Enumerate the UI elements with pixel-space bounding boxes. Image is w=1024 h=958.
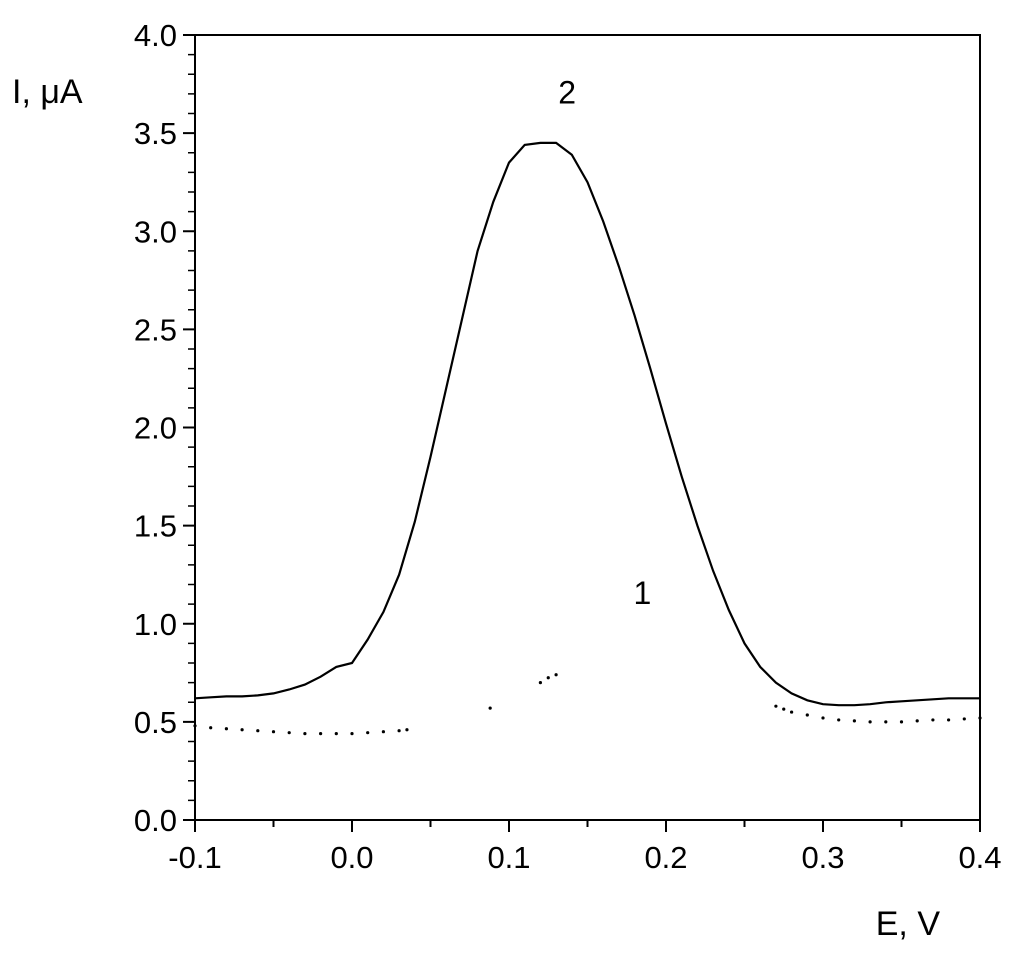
curves-layer: [193, 141, 982, 736]
curve-1-point: [381, 730, 385, 734]
curve-1-point: [366, 731, 370, 735]
curve-1-point: [868, 720, 872, 724]
curve-1-point: [931, 718, 935, 722]
y-tick-label: 2.5: [134, 312, 177, 347]
curve-1-point: [790, 710, 794, 714]
curve-1-point: [852, 719, 857, 723]
curve-labels: 21: [558, 75, 651, 611]
y-axis: 0.0 0.5 1.0 1.5 2.0 2.5 3.0 3.5 4.0: [134, 18, 195, 838]
curve-1-point: [546, 676, 550, 680]
curve-1-point: [947, 718, 951, 722]
curve-label-2: 2: [558, 75, 576, 111]
curve-1-point: [334, 732, 338, 736]
curve-1-point: [978, 716, 982, 720]
curve-1-point: [962, 717, 966, 721]
x-tick-label: 0.1: [487, 840, 530, 875]
curve-1-point: [782, 707, 786, 711]
curve-1-point: [287, 731, 291, 735]
curve-label-1: 1: [634, 575, 652, 611]
y-tick-label: 1.0: [134, 607, 177, 642]
curve-1-point: [805, 713, 809, 717]
y-tick-label: 1.5: [134, 509, 177, 544]
curve-1-point: [209, 726, 213, 730]
y-axis-label: I, μA: [12, 73, 83, 111]
y-tick-label: 3.0: [134, 214, 177, 249]
curve-1-point: [319, 732, 323, 736]
x-tick-label: -0.1: [168, 840, 221, 875]
curve-1-point: [256, 729, 260, 733]
curve-1-point: [303, 732, 307, 736]
curve-1-point: [884, 720, 888, 724]
x-tick-label: 0.4: [958, 840, 1001, 875]
plot-frame: [194, 34, 981, 821]
y-tick-label: 0.5: [134, 705, 177, 740]
x-axis-label: E, V: [876, 905, 941, 943]
curve-2-line: [194, 141, 980, 707]
y-tick-label: 4.0: [134, 18, 177, 53]
curve-1-point: [193, 724, 197, 728]
curve-1-point: [397, 729, 401, 733]
curve-1-point: [774, 704, 778, 708]
plot-area: [194, 34, 981, 821]
y-tick-label: 2.0: [134, 411, 177, 446]
curve-1-point: [240, 728, 244, 732]
curve-1-point: [271, 730, 276, 734]
curve-1-point: [538, 681, 543, 685]
curve-1-point: [821, 716, 825, 720]
curve-1-point: [915, 719, 919, 723]
x-axis: -0.1 0.0 0.1 0.2 0.3 0.4: [168, 820, 1002, 875]
curve-1-point: [350, 732, 354, 736]
curve-1-point: [224, 727, 228, 731]
curve-1-point: [488, 706, 492, 710]
y-tick-label: 0.0: [134, 803, 177, 838]
curve-1-point: [405, 728, 409, 732]
x-tick-label: 0.0: [330, 840, 373, 875]
curve-1-point: [899, 720, 904, 724]
curve-1-point: [837, 718, 841, 722]
x-tick-label: 0.2: [644, 840, 687, 875]
x-tick-label: 0.3: [801, 840, 844, 875]
curve-1-point: [554, 673, 558, 677]
y-tick-label: 3.5: [134, 116, 177, 151]
